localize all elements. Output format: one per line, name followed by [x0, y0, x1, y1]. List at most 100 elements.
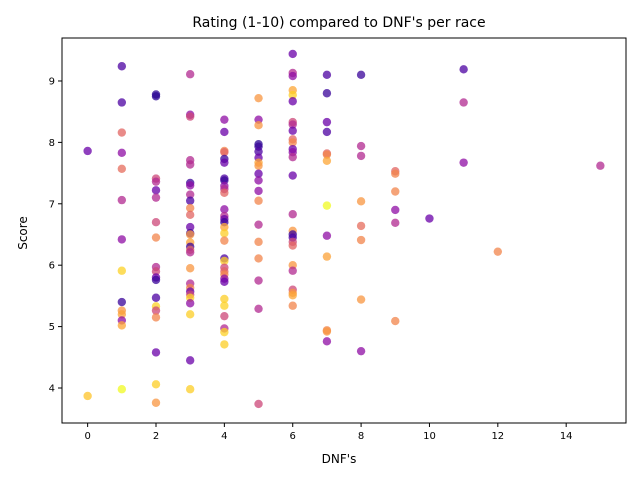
chart-title: Rating (1-10) compared to DNF's per race [192, 15, 485, 31]
data-point [151, 186, 161, 195]
data-point [220, 301, 229, 310]
data-point [288, 138, 297, 147]
data-point [391, 218, 400, 228]
data-point [220, 236, 229, 245]
data-point [288, 97, 297, 106]
data-point [117, 297, 127, 307]
data-point [220, 115, 229, 124]
data-point [220, 205, 229, 214]
data-point [288, 90, 297, 100]
data-point [117, 235, 127, 244]
data-point [425, 214, 434, 223]
data-point [185, 190, 195, 199]
data-point [185, 385, 195, 394]
data-point [151, 218, 161, 227]
data-point [288, 49, 297, 59]
data-point [117, 148, 127, 158]
y-axis-ticks: 4 5 6 7 8 9 [49, 76, 62, 395]
y-tick-label: 6 [49, 261, 55, 272]
data-point [220, 222, 229, 232]
y-axis-label: Score [16, 216, 30, 250]
data-point [151, 177, 161, 186]
data-point [220, 256, 229, 266]
data-point [322, 252, 332, 261]
data-point [185, 356, 195, 365]
data-point [288, 120, 297, 129]
data-point [459, 158, 468, 167]
data-point [117, 164, 127, 173]
y-tick-label: 5 [49, 322, 55, 333]
data-point [288, 301, 297, 310]
data-point [117, 98, 127, 107]
data-point [596, 161, 605, 170]
data-point [220, 340, 229, 349]
data-point [185, 210, 195, 220]
data-point [254, 176, 263, 185]
data-point [322, 156, 332, 166]
data-point [185, 248, 195, 257]
data-point [322, 337, 332, 346]
data-point [117, 266, 127, 275]
data-point [185, 264, 195, 273]
data-point [322, 150, 332, 159]
data-point [220, 294, 229, 304]
data-point [322, 89, 332, 98]
data-point [220, 311, 229, 321]
data-point [356, 197, 366, 206]
y-tick-label: 4 [49, 384, 55, 395]
data-point [117, 310, 127, 319]
data-point [220, 229, 229, 238]
data-point [117, 195, 127, 205]
data-point [83, 391, 92, 401]
data-point [151, 267, 161, 276]
data-point [322, 127, 332, 137]
data-point [493, 247, 503, 256]
data-point [151, 380, 161, 389]
data-point [459, 98, 468, 107]
data-point [356, 70, 366, 80]
data-point [185, 160, 195, 169]
x-tick-label: 8 [358, 431, 364, 442]
points-layer [83, 49, 605, 409]
data-point [322, 231, 332, 240]
x-tick-label: 2 [153, 431, 159, 442]
x-tick-label: 10 [423, 431, 436, 442]
data-point [220, 188, 229, 197]
x-tick-label: 14 [560, 431, 573, 442]
data-point [151, 193, 161, 202]
x-axis-ticks: 0 2 4 6 8 10 12 14 [84, 423, 573, 442]
x-tick-label: 6 [290, 431, 296, 442]
data-point [254, 169, 263, 178]
data-point [117, 128, 127, 137]
data-point [151, 92, 161, 101]
data-point [254, 237, 263, 247]
data-point [151, 313, 161, 322]
data-point [254, 304, 263, 313]
data-point [220, 148, 229, 157]
y-tick-label: 8 [49, 138, 55, 149]
data-point [356, 221, 366, 231]
data-point [151, 293, 161, 302]
data-point [288, 152, 297, 162]
y-tick-label: 9 [49, 76, 55, 87]
data-point [254, 196, 263, 205]
data-point [356, 151, 366, 161]
data-point [83, 146, 92, 156]
y-tick-label: 7 [49, 199, 55, 210]
data-point [322, 201, 332, 210]
data-point [254, 161, 263, 170]
data-point [288, 241, 297, 250]
data-point [151, 348, 161, 357]
data-point [254, 220, 263, 229]
data-point [220, 277, 229, 286]
data-point [254, 120, 263, 130]
data-point [391, 205, 400, 215]
data-point [322, 117, 332, 127]
data-point [117, 62, 127, 71]
data-point [117, 385, 127, 394]
data-point [391, 316, 400, 326]
x-tick-label: 4 [221, 431, 227, 442]
data-point [185, 230, 195, 239]
